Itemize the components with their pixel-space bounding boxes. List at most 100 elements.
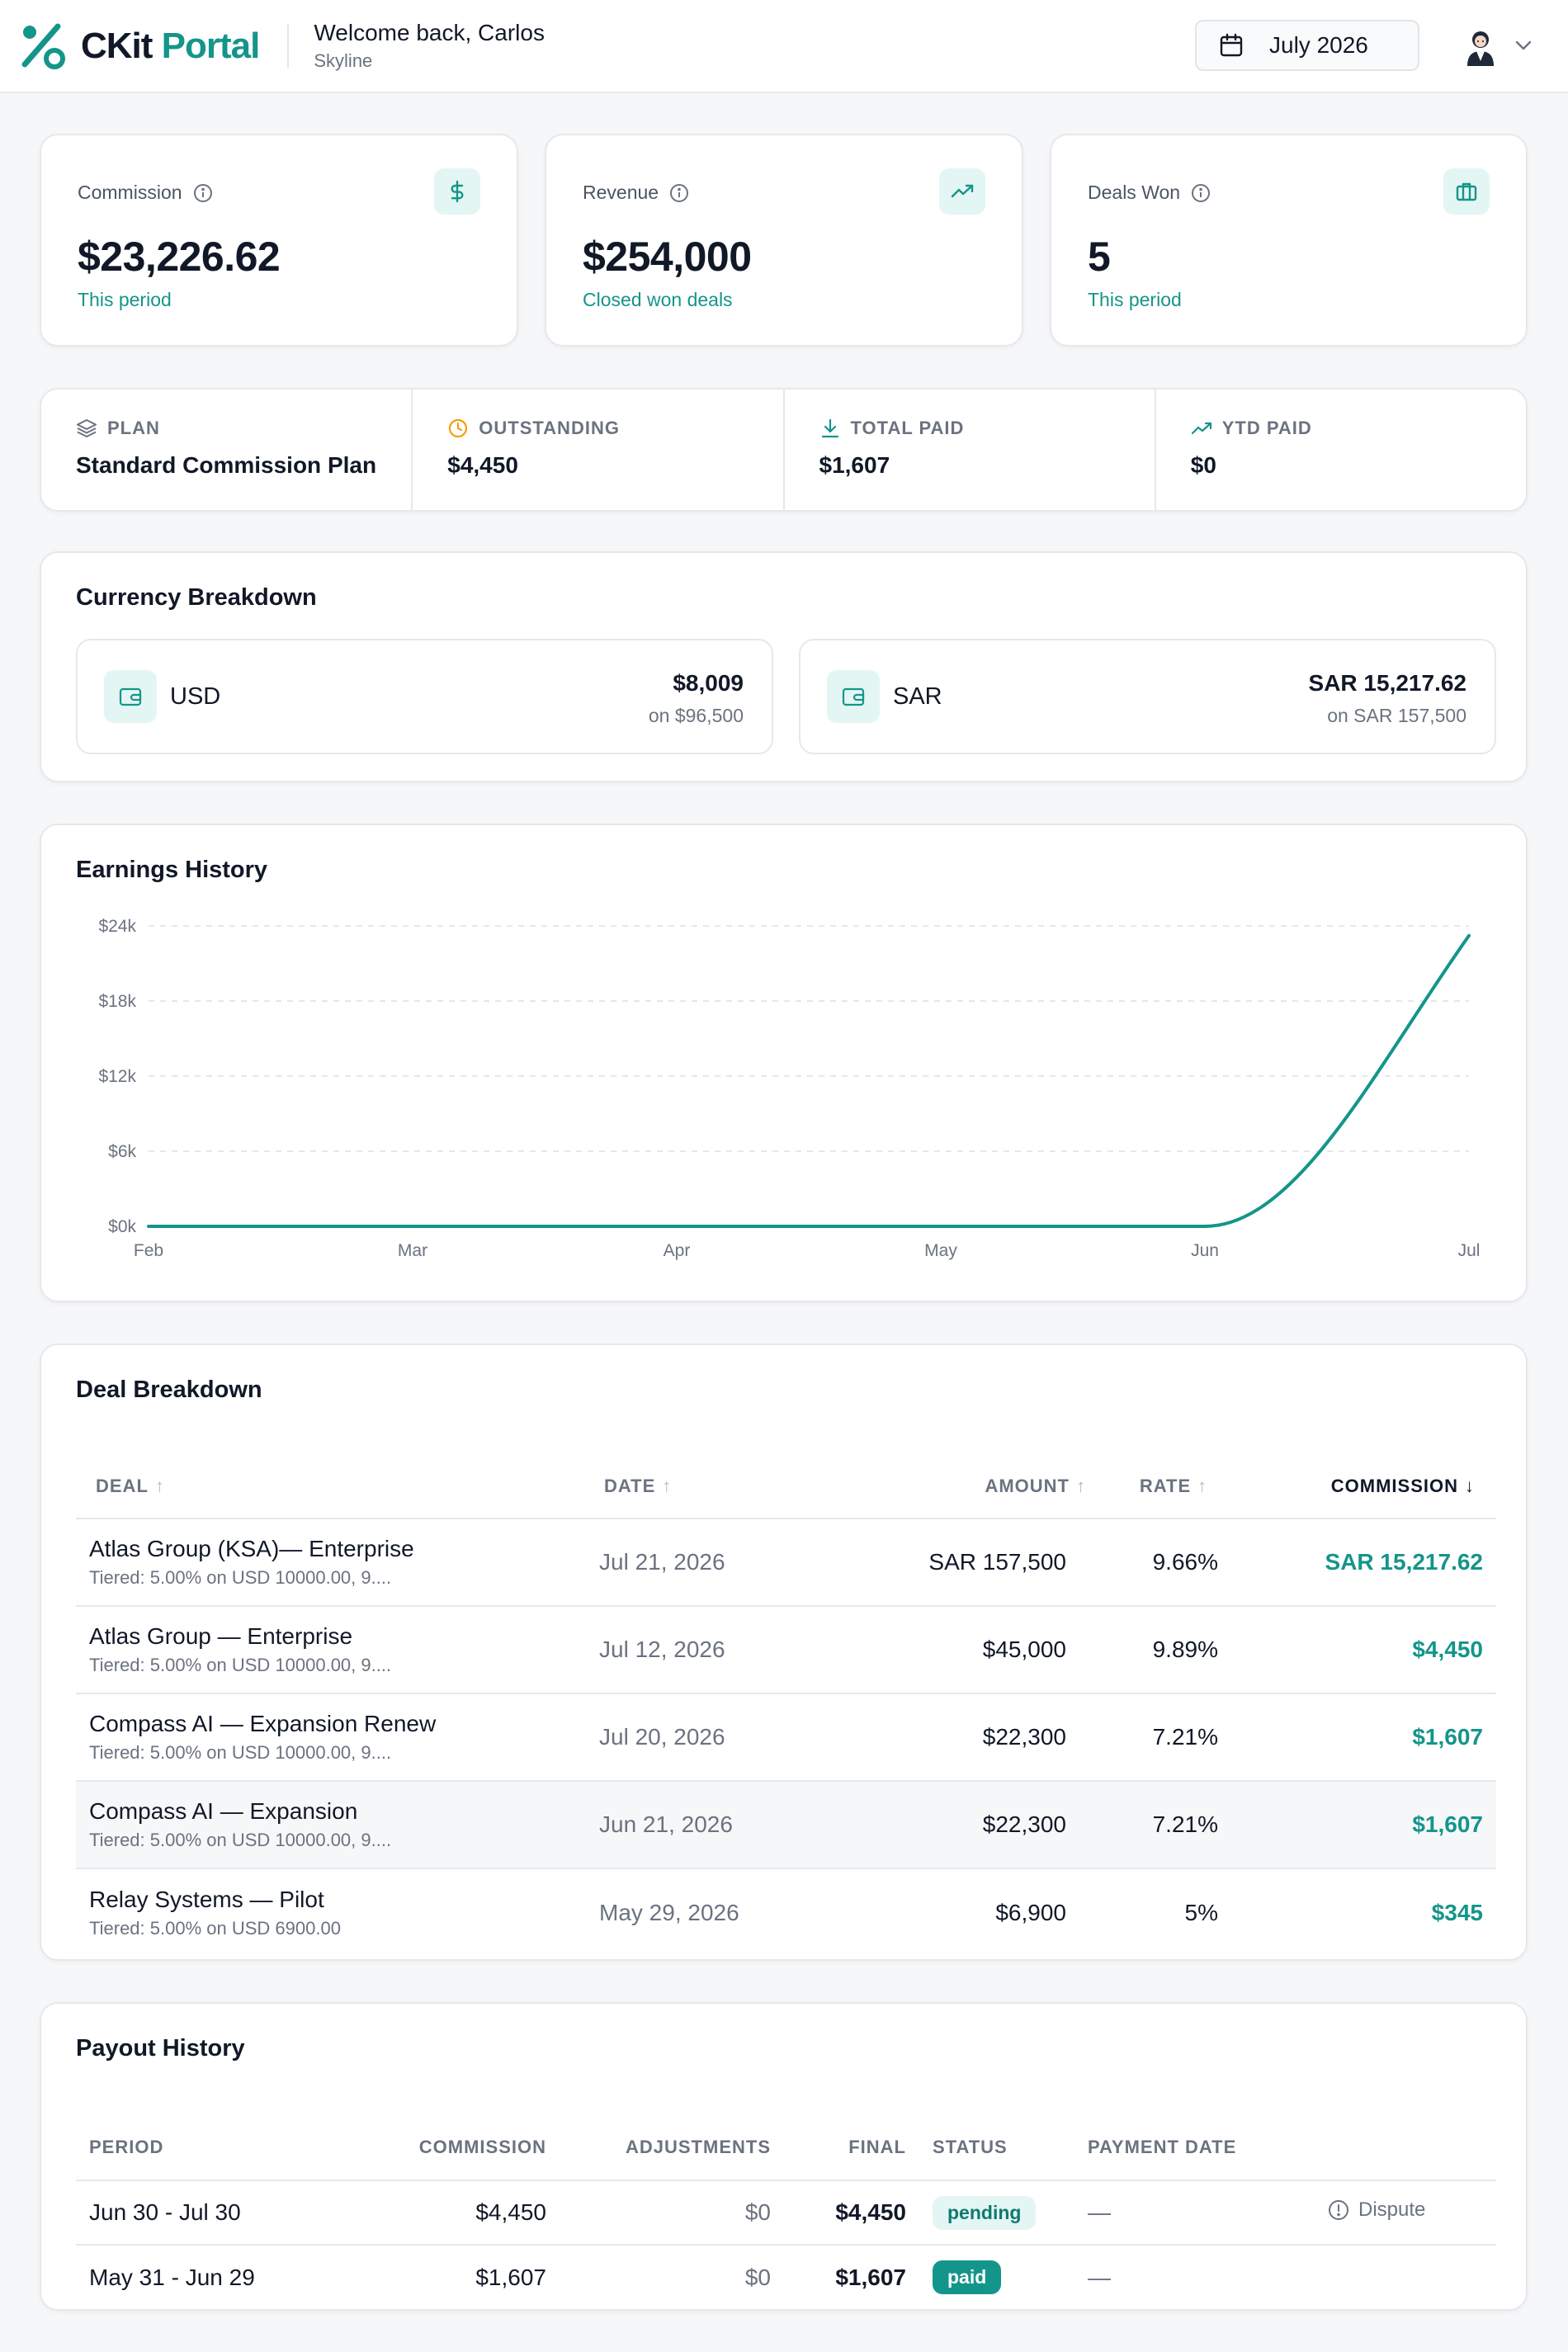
x-tick-label: Jul: [1458, 1241, 1481, 1260]
x-tick-label: May: [924, 1241, 957, 1260]
payout-payment-date: —: [1088, 2264, 1111, 2290]
sort-commission[interactable]: COMMISSION ↓: [1256, 1454, 1496, 1519]
table-row-hovered[interactable]: Compass AI — Expansion Tiered: 5.00% on U…: [76, 1781, 1496, 1869]
ytd-paid-cell: YTD PAID $0: [1156, 390, 1526, 510]
deal-name: Compass AI — Expansion: [89, 1798, 358, 1824]
y-tick-label: $18k: [98, 992, 136, 1011]
payout-history-card: Payout History PERIOD COMMISSION ADJUSTM…: [40, 2002, 1528, 2311]
brand-name-part2: Portal: [161, 25, 261, 66]
alert-circle-icon: [1329, 2199, 1348, 2220]
currency-base: on SAR 157,500: [1327, 705, 1466, 726]
briefcase-icon: [1456, 182, 1477, 201]
deal-name: Compass AI — Expansion Renew: [89, 1711, 437, 1736]
payout-adjustments: $0: [744, 2264, 771, 2290]
x-tick-label: Jun: [1191, 1241, 1219, 1260]
info-icon[interactable]: [1190, 182, 1211, 204]
info-icon[interactable]: [668, 182, 690, 204]
table-row: May 31 - Jun 29 $1,607 $0 $1,607 paid —: [76, 2245, 1496, 2309]
payout-table-header: PERIOD COMMISSION ADJUSTMENTS FINAL STAT…: [76, 2114, 1496, 2181]
deal-rate: 5%: [1184, 1899, 1218, 1925]
earnings-chart: $0k $6k $12k $18k $24k Feb Mar Apr May Jun Jul: [98, 917, 1481, 1260]
outstanding-cell: OUTSTANDING $4,450: [413, 390, 785, 510]
period-header: PERIOD: [76, 2114, 340, 2181]
deal-tier: Tiered: 5.00% on USD 6900.00: [89, 1917, 341, 1939]
commission-header: COMMISSION: [340, 2114, 546, 2181]
table-row[interactable]: Compass AI — Expansion Renew Tiered: 5.00…: [76, 1693, 1496, 1782]
table-row[interactable]: Atlas Group (KSA)— Enterprise Tiered: 5.0…: [76, 1518, 1496, 1607]
payout-table: PERIOD COMMISSION ADJUSTMENTS FINAL STAT…: [76, 2114, 1496, 2309]
calendar-icon: [1220, 33, 1243, 57]
deal-commission: $1,607: [1256, 1693, 1496, 1782]
sort-arrow-icon: ↑: [1076, 1475, 1086, 1496]
chevron-down-icon[interactable]: [1514, 38, 1533, 53]
status-header: STATUS: [906, 2114, 1088, 2181]
payment-date-header: PAYMENT DATE: [1088, 2114, 1327, 2181]
commission-sub: This period: [78, 289, 172, 310]
payout-period: Jun 30 - Jul 30: [76, 2180, 340, 2246]
deal-rate: 9.66%: [1091, 1518, 1256, 1607]
sort-date[interactable]: DATE ↑: [588, 1454, 860, 1519]
info-icon[interactable]: [192, 182, 214, 204]
deal-date: Jul 20, 2026: [588, 1693, 860, 1782]
deals-won-label-row: Deals Won: [1088, 182, 1211, 204]
payout-commission: $4,450: [340, 2180, 546, 2246]
download-icon: [821, 418, 838, 438]
outstanding-label: OUTSTANDING: [479, 418, 620, 438]
deal-breakdown-title: Deal Breakdown: [76, 1377, 262, 1403]
deal-commission: SAR 15,217.62: [1256, 1518, 1496, 1607]
deal-name: Atlas Group (KSA)— Enterprise: [89, 1536, 414, 1561]
y-tick-label: $24k: [98, 917, 136, 936]
avatar[interactable]: [1462, 28, 1499, 66]
total-paid-cell: TOTAL PAID $1,607: [785, 390, 1156, 510]
dollar-badge: [434, 168, 480, 215]
percent-logo-icon: [21, 23, 65, 69]
wallet-icon: [842, 687, 865, 706]
currency-item-usd: USD $8,009 on $96,500: [76, 639, 773, 754]
commission-value: $23,226.62: [78, 234, 281, 280]
currency-breakdown-card: Currency Breakdown USD $8,009 on $96,500…: [40, 551, 1528, 782]
table-row[interactable]: Atlas Group — Enterprise Tiered: 5.00% on…: [76, 1606, 1496, 1694]
sort-amount[interactable]: AMOUNT ↑: [860, 1454, 1091, 1519]
commission-card: Commission $23,226.62 This period: [40, 134, 518, 347]
welcome-text: Welcome back, Carlos: [314, 20, 545, 45]
logo[interactable]: CKit Portal: [18, 21, 261, 71]
brand-name: CKit Portal: [81, 25, 261, 67]
status-badge: paid: [933, 2260, 1002, 2294]
deal-rate: 9.89%: [1091, 1606, 1256, 1694]
wallet-icon: [119, 687, 142, 706]
deal-commission: $4,450: [1256, 1606, 1496, 1694]
y-tick-label: $0k: [108, 1217, 136, 1236]
commission-label-row: Commission: [78, 182, 214, 204]
sort-deal[interactable]: DEAL ↑: [76, 1454, 588, 1519]
revenue-label-row: Revenue: [583, 182, 690, 204]
x-tick-label: Feb: [134, 1241, 163, 1260]
table-row[interactable]: Relay Systems — Pilot Tiered: 5.00% on US…: [76, 1868, 1496, 1956]
deals-won-value: 5: [1088, 234, 1111, 280]
payout-payment-date: —: [1088, 2180, 1327, 2246]
payout-adjustments: $0: [546, 2180, 771, 2246]
deal-commission: $1,607: [1256, 1781, 1496, 1869]
deals-won-card: Deals Won 5 This period: [1050, 134, 1528, 347]
adjustments-header: ADJUSTMENTS: [546, 2114, 771, 2181]
action-header: [1327, 2114, 1496, 2181]
sort-rate[interactable]: RATE ↑: [1091, 1454, 1256, 1519]
header-divider: [287, 23, 290, 68]
deal-amount: $6,900: [995, 1899, 1066, 1925]
deal-amount: $22,300: [860, 1693, 1091, 1782]
currency-amount: SAR 15,217.62: [1308, 670, 1466, 696]
company-name: Skyline: [314, 50, 373, 71]
payout-final: $4,450: [771, 2180, 906, 2246]
plan-label: PLAN: [107, 418, 160, 438]
y-tick-label: $12k: [98, 1067, 136, 1086]
commission-label: Commission: [78, 182, 182, 203]
sort-arrow-down-icon: ↓: [1465, 1475, 1475, 1496]
briefcase-badge: [1443, 168, 1490, 215]
deals-won-sub: This period: [1088, 289, 1182, 310]
deal-date: Jun 21, 2026: [588, 1781, 860, 1869]
dispute-button[interactable]: Dispute: [1327, 2199, 1425, 2222]
deal-date: Jul 12, 2026: [588, 1606, 860, 1694]
currency-amount: $8,009: [673, 670, 744, 696]
period-picker-button[interactable]: July 2026: [1195, 20, 1419, 71]
currency-item-sar: SAR SAR 15,217.62 on SAR 157,500: [799, 639, 1496, 754]
deal-tier: Tiered: 5.00% on USD 10000.00, 9....: [89, 1742, 392, 1763]
